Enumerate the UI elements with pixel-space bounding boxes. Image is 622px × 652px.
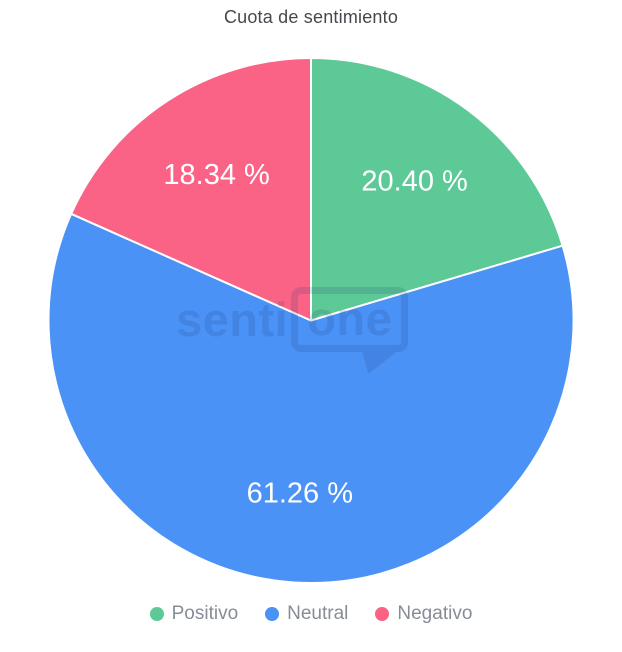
legend-label-negativo: Negativo	[397, 603, 473, 624]
legend-label-positivo: Positivo	[171, 603, 239, 624]
legend-dot-neutral-icon	[265, 607, 280, 621]
legend-label-neutral: Neutral	[287, 603, 349, 624]
legend-item-neutral[interactable]: Neutral	[265, 603, 348, 625]
chart-title: Cuota de sentimiento	[223, 7, 399, 27]
pie-slice-positivo[interactable]	[310, 57, 564, 322]
pie-slice-neutral[interactable]	[47, 212, 575, 584]
legend-dot-positivo-icon	[149, 607, 164, 621]
legend: Positivo Neutral Negativo	[0, 603, 622, 625]
legend-item-negativo[interactable]: Negativo	[375, 603, 472, 625]
legend-dot-negativo-icon	[375, 607, 390, 621]
slice-label-neutral: 61.26 %	[247, 477, 353, 509]
pie-slice-negativo[interactable]	[70, 57, 312, 322]
slice-label-negativo: 18.34 %	[163, 159, 269, 191]
slice-label-positivo: 20.40 %	[361, 166, 467, 198]
legend-item-positivo[interactable]: Positivo	[149, 603, 239, 625]
